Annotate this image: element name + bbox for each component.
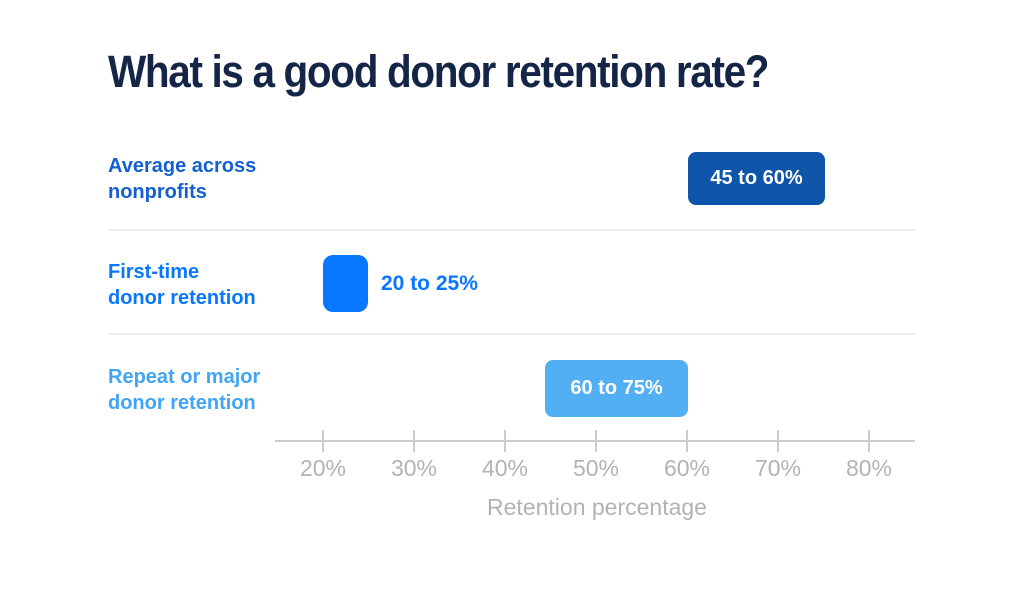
range-value-label: 60 to 75% — [570, 377, 663, 399]
x-axis-tick — [777, 430, 779, 452]
x-axis-tick-label: 40% — [481, 455, 529, 481]
category-label-repeat-major-donor: Repeat or major donor retention — [108, 366, 261, 414]
x-axis-title: Retention percentage — [487, 494, 707, 520]
x-axis-tick-label: 30% — [390, 455, 438, 481]
x-axis-tick — [413, 430, 415, 452]
x-axis-tick — [595, 430, 597, 452]
chart-title: What is a good donor retention rate? — [108, 46, 769, 97]
range-value-label: 20 to 25% — [381, 272, 478, 295]
range-bar-repeat-major-donor: 60 to 75% — [545, 360, 688, 417]
x-axis-tick — [322, 430, 324, 452]
range-bar-first-time-donor — [323, 255, 368, 312]
x-axis-tick-label: 70% — [754, 455, 802, 481]
x-axis-tick — [686, 430, 688, 452]
range-value-label: 45 to 60% — [710, 167, 803, 189]
x-axis-tick-label: 50% — [572, 455, 620, 481]
x-axis-tick-label: 80% — [845, 455, 893, 481]
range-bar-average-nonprofits: 45 to 60% — [688, 152, 825, 205]
x-axis-tick — [504, 430, 506, 452]
category-label-average-nonprofits: Average across nonprofits — [108, 155, 257, 203]
row-divider — [108, 333, 916, 335]
row-divider — [108, 229, 916, 231]
x-axis-tick-label: 60% — [663, 455, 711, 481]
x-axis-tick — [868, 430, 870, 452]
x-axis-tick-label: 20% — [299, 455, 347, 481]
category-label-first-time-donor: First-time donor retention — [108, 261, 256, 309]
